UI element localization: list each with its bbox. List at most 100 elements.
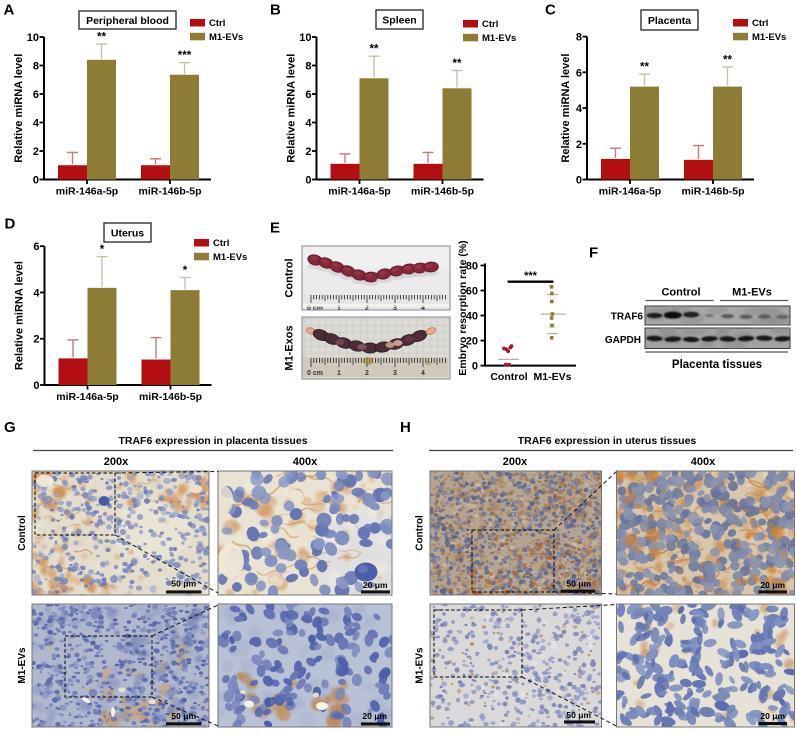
svg-text:C: C: [545, 2, 556, 19]
svg-text:3: 3: [393, 370, 397, 377]
svg-text:0 cm: 0 cm: [307, 305, 323, 312]
svg-text:M1-EVs: M1-EVs: [482, 33, 516, 44]
svg-text:Uterus: Uterus: [111, 227, 144, 239]
svg-text:B: B: [270, 2, 281, 19]
svg-text:**: **: [453, 58, 462, 70]
svg-text:**: **: [723, 54, 732, 66]
svg-text:400x: 400x: [691, 456, 716, 468]
svg-text:*: *: [183, 265, 188, 277]
svg-text:Spleen: Spleen: [382, 14, 416, 26]
svg-text:TRAF6 expression in uterus tis: TRAF6 expression in uterus tissues: [518, 435, 697, 447]
svg-text:M1-EVs: M1-EVs: [209, 32, 243, 43]
svg-text:50 μm: 50 μm: [171, 711, 196, 721]
svg-text:20 μm: 20 μm: [363, 580, 388, 590]
svg-text:4: 4: [576, 103, 583, 115]
svg-text:Ctrl: Ctrl: [752, 18, 768, 29]
svg-text:4: 4: [305, 118, 312, 130]
svg-text:2: 2: [33, 334, 39, 346]
svg-text:60: 60: [466, 286, 478, 298]
svg-text:**: **: [370, 44, 379, 56]
svg-text:GAPDH: GAPDH: [605, 335, 641, 346]
svg-text:6: 6: [33, 241, 39, 253]
svg-text:TRAF6 expression in placenta t: TRAF6 expression in placenta tissues: [118, 435, 307, 447]
svg-text:H: H: [400, 419, 411, 436]
svg-text:Control: Control: [17, 515, 28, 551]
svg-text:M1-EVs: M1-EVs: [213, 252, 247, 263]
svg-text:Relative miRNA level: Relative miRNA level: [14, 261, 26, 370]
svg-text:50 μm: 50 μm: [171, 579, 196, 589]
svg-text:8: 8: [305, 61, 311, 73]
svg-text:miR-146a-5p: miR-146a-5p: [328, 186, 390, 198]
svg-text:6: 6: [305, 89, 311, 101]
svg-text:6: 6: [33, 89, 39, 101]
svg-text:8: 8: [33, 61, 39, 73]
svg-text:TRAF6: TRAF6: [611, 312, 644, 323]
svg-text:M1-EVs: M1-EVs: [534, 371, 572, 383]
svg-text:0: 0: [576, 175, 582, 187]
svg-text:Control: Control: [490, 371, 527, 383]
svg-text:G: G: [4, 419, 16, 436]
svg-text:4: 4: [33, 287, 40, 299]
svg-text:40: 40: [466, 311, 478, 323]
svg-text:Placenta: Placenta: [648, 15, 691, 27]
svg-text:*: *: [100, 244, 105, 256]
svg-text:Embryo resorption rate (%): Embryo resorption rate (%): [457, 240, 469, 375]
svg-text:2: 2: [365, 370, 369, 377]
svg-text:80: 80: [466, 261, 478, 273]
svg-text:miR-146a-5p: miR-146a-5p: [56, 186, 118, 198]
svg-text:**: **: [97, 32, 106, 44]
svg-text:400x: 400x: [293, 456, 318, 468]
svg-text:20: 20: [466, 336, 478, 348]
svg-text:Relative miRNA level: Relative miRNA level: [286, 54, 298, 163]
svg-text:4: 4: [421, 305, 425, 312]
svg-text:M1-EVs: M1-EVs: [732, 287, 772, 299]
svg-text:miR-146b-5p: miR-146b-5p: [681, 186, 744, 198]
svg-text:E: E: [270, 220, 280, 237]
svg-text:***: ***: [524, 270, 538, 282]
svg-text:0: 0: [33, 380, 39, 392]
svg-text:10: 10: [27, 32, 39, 44]
svg-text:**: **: [640, 62, 649, 74]
svg-text:miR-146a-5p: miR-146a-5p: [56, 391, 118, 403]
svg-text:Ctrl: Ctrl: [213, 238, 229, 249]
svg-text:1: 1: [337, 370, 341, 377]
svg-text:Peripheral blood: Peripheral blood: [86, 15, 169, 27]
svg-text:Placenta tissues: Placenta tissues: [672, 359, 762, 371]
svg-text:20 μm: 20 μm: [362, 711, 387, 721]
svg-text:F: F: [589, 245, 598, 262]
svg-text:8: 8: [576, 32, 582, 44]
svg-text:miR-146b-5p: miR-146b-5p: [139, 391, 202, 403]
svg-text:A: A: [4, 2, 15, 19]
svg-text:D: D: [5, 216, 16, 233]
svg-text:Relative miRNA level: Relative miRNA level: [13, 54, 25, 163]
svg-text:4: 4: [421, 370, 425, 377]
svg-text:200x: 200x: [104, 456, 129, 468]
svg-text:Ctrl: Ctrl: [209, 18, 225, 29]
svg-text:***: ***: [178, 50, 192, 62]
svg-text:miR-146a-5p: miR-146a-5p: [599, 186, 661, 198]
svg-text:2: 2: [365, 305, 369, 312]
svg-text:miR-146b-5p: miR-146b-5p: [411, 186, 474, 198]
svg-text:M1-Exos: M1-Exos: [284, 325, 296, 370]
svg-text:0 cm: 0 cm: [307, 370, 323, 377]
svg-text:0: 0: [305, 175, 311, 187]
svg-text:4: 4: [33, 118, 40, 130]
svg-text:Relative miRNA level: Relative miRNA level: [560, 54, 572, 163]
svg-text:2: 2: [576, 139, 582, 151]
svg-text:10: 10: [299, 32, 311, 44]
svg-text:M1-EVs: M1-EVs: [752, 32, 786, 43]
svg-text:M1-EVs: M1-EVs: [415, 647, 426, 684]
svg-text:miR-146b-5p: miR-146b-5p: [138, 186, 201, 198]
svg-text:2: 2: [33, 146, 39, 158]
svg-text:200x: 200x: [503, 456, 528, 468]
svg-text:2: 2: [305, 146, 311, 158]
svg-text:Ctrl: Ctrl: [482, 19, 498, 30]
svg-text:0: 0: [472, 361, 478, 373]
svg-text:M1-EVs: M1-EVs: [17, 647, 28, 684]
svg-text:6: 6: [576, 67, 582, 79]
svg-text:3: 3: [393, 305, 397, 312]
svg-text:Control: Control: [661, 287, 700, 299]
svg-text:1: 1: [337, 305, 341, 312]
svg-text:0: 0: [33, 175, 39, 187]
svg-text:Control: Control: [284, 258, 296, 297]
